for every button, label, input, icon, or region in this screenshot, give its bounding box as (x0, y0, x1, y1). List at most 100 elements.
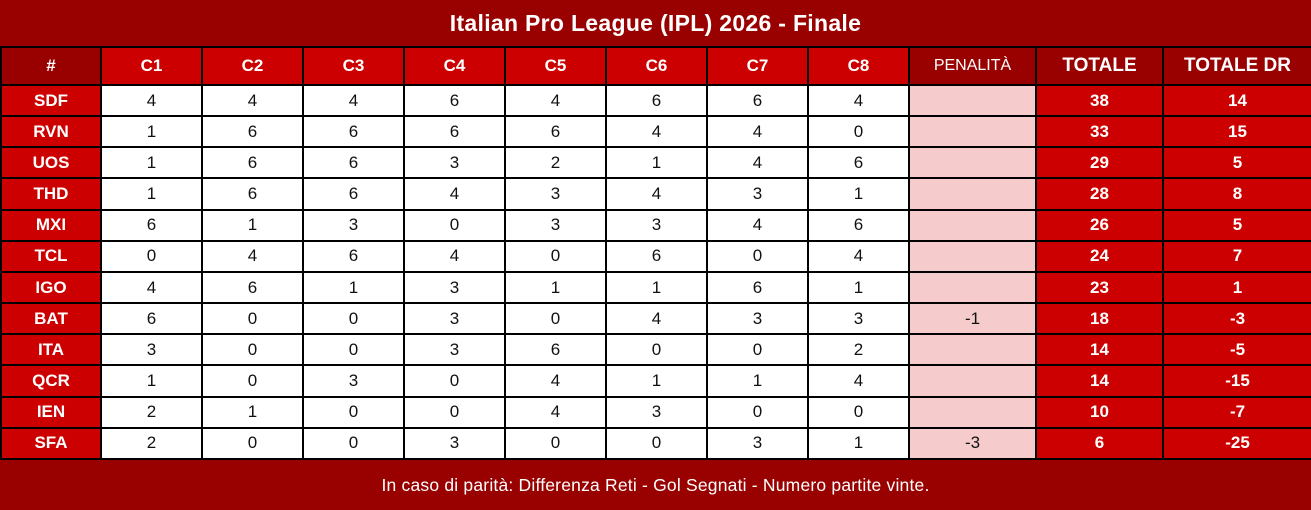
penalty-cell (908, 364, 1037, 398)
dr-cell: 14 (1162, 83, 1311, 118)
score-cell: 1 (100, 364, 203, 398)
score-cell: 4 (807, 239, 910, 273)
header-cell: TOTALE DR (1162, 46, 1311, 86)
table-row: RVN 1 6 6 6 6 4 4 0 33 15 (0, 115, 1311, 149)
score-cell: 2 (100, 395, 203, 429)
table-row: QCR 1 0 3 0 4 1 1 4 14 -15 (0, 364, 1311, 398)
score-cell: 0 (201, 426, 304, 460)
score-cell: 1 (605, 146, 708, 180)
score-cell: 4 (605, 177, 708, 211)
penalty-cell (908, 177, 1037, 211)
score-cell: 1 (100, 146, 203, 180)
total-cell: 24 (1035, 239, 1164, 273)
score-cell: 0 (403, 208, 506, 242)
score-cell: 6 (100, 208, 203, 242)
score-cell: 0 (201, 364, 304, 398)
dr-cell: 15 (1162, 115, 1311, 149)
score-cell: 3 (403, 426, 506, 460)
table-row: BAT 6 0 0 3 0 4 3 3 -1 18 -3 (0, 302, 1311, 336)
header-cell: C7 (706, 46, 809, 86)
team-cell: IEN (0, 395, 102, 429)
score-cell: 4 (403, 177, 506, 211)
score-cell: 4 (100, 270, 203, 305)
penalty-cell (908, 115, 1037, 149)
score-cell: 6 (302, 177, 405, 211)
total-cell: 26 (1035, 208, 1164, 242)
standings-header: # C1 C2 C3 C4 C5 C6 C7 C8 PENALITÀ TOTALE TOTALE DR (0, 46, 1311, 86)
score-cell: 3 (302, 364, 405, 398)
score-cell: 4 (504, 395, 607, 429)
score-cell: 0 (302, 333, 405, 367)
header-cell: # (0, 46, 102, 86)
header-cell: C1 (100, 46, 203, 86)
dr-cell: 8 (1162, 177, 1311, 211)
team-cell: QCR (0, 364, 102, 398)
table-row: SFA 2 0 0 3 0 0 3 1 -3 6 -25 (0, 426, 1311, 460)
score-cell: 3 (706, 302, 809, 336)
score-cell: 4 (403, 239, 506, 273)
team-cell: THD (0, 177, 102, 211)
score-cell: 4 (706, 208, 809, 242)
score-cell: 0 (706, 239, 809, 273)
score-cell: 6 (201, 177, 304, 211)
score-cell: 4 (201, 83, 304, 118)
table-row: SDF 4 4 4 6 4 6 6 4 38 14 (0, 83, 1311, 118)
score-cell: 4 (504, 83, 607, 118)
score-cell: 3 (706, 426, 809, 460)
team-cell: TCL (0, 239, 102, 273)
dr-cell: -15 (1162, 364, 1311, 398)
score-cell: 1 (807, 270, 910, 305)
header-cell: C5 (504, 46, 607, 86)
score-cell: 3 (504, 177, 607, 211)
score-cell: 3 (403, 146, 506, 180)
score-cell: 3 (807, 302, 910, 336)
score-cell: 1 (706, 364, 809, 398)
score-cell: 4 (807, 83, 910, 118)
score-cell: 0 (504, 239, 607, 273)
score-cell: 2 (100, 426, 203, 460)
total-cell: 18 (1035, 302, 1164, 336)
dr-cell: 7 (1162, 239, 1311, 273)
dr-cell: -5 (1162, 333, 1311, 367)
header-cell: C6 (605, 46, 708, 86)
score-cell: 4 (504, 364, 607, 398)
score-cell: 6 (201, 146, 304, 180)
score-cell: 3 (504, 208, 607, 242)
score-cell: 0 (403, 364, 506, 398)
page-title: Italian Pro League (IPL) 2026 - Finale (0, 0, 1311, 46)
score-cell: 6 (302, 239, 405, 273)
header-row: # C1 C2 C3 C4 C5 C6 C7 C8 PENALITÀ TOTALE TOTALE DR (0, 46, 1311, 86)
score-cell: 4 (807, 364, 910, 398)
score-cell: 6 (302, 115, 405, 149)
table-row: MXI 6 1 3 0 3 3 4 6 26 5 (0, 208, 1311, 242)
team-cell: MXI (0, 208, 102, 242)
score-cell: 4 (302, 83, 405, 118)
team-cell: BAT (0, 302, 102, 336)
penalty-cell (908, 333, 1037, 367)
standings-table: # C1 C2 C3 C4 C5 C6 C7 C8 PENALITÀ TOTALE TOTALE DR… (0, 46, 1311, 460)
penalty-cell (908, 146, 1037, 180)
penalty-cell (908, 83, 1037, 118)
score-cell: 1 (302, 270, 405, 305)
total-cell: 28 (1035, 177, 1164, 211)
penalty-cell (908, 270, 1037, 305)
penalty-cell (908, 239, 1037, 273)
score-cell: 4 (706, 115, 809, 149)
score-cell: 3 (100, 333, 203, 367)
score-cell: 4 (605, 302, 708, 336)
score-cell: 6 (807, 208, 910, 242)
team-cell: UOS (0, 146, 102, 180)
score-cell: 6 (706, 83, 809, 118)
score-cell: 6 (403, 83, 506, 118)
score-cell: 0 (403, 395, 506, 429)
penalty-cell (908, 395, 1037, 429)
score-cell: 6 (605, 83, 708, 118)
score-cell: 4 (706, 146, 809, 180)
score-cell: 1 (807, 426, 910, 460)
score-cell: 1 (201, 208, 304, 242)
score-cell: 1 (100, 177, 203, 211)
standings-grid-wrap: # C1 C2 C3 C4 C5 C6 C7 C8 PENALITÀ TOTALE TOTALE DR… (0, 46, 1311, 460)
score-cell: 0 (302, 302, 405, 336)
dr-cell: 1 (1162, 270, 1311, 305)
score-cell: 0 (605, 426, 708, 460)
